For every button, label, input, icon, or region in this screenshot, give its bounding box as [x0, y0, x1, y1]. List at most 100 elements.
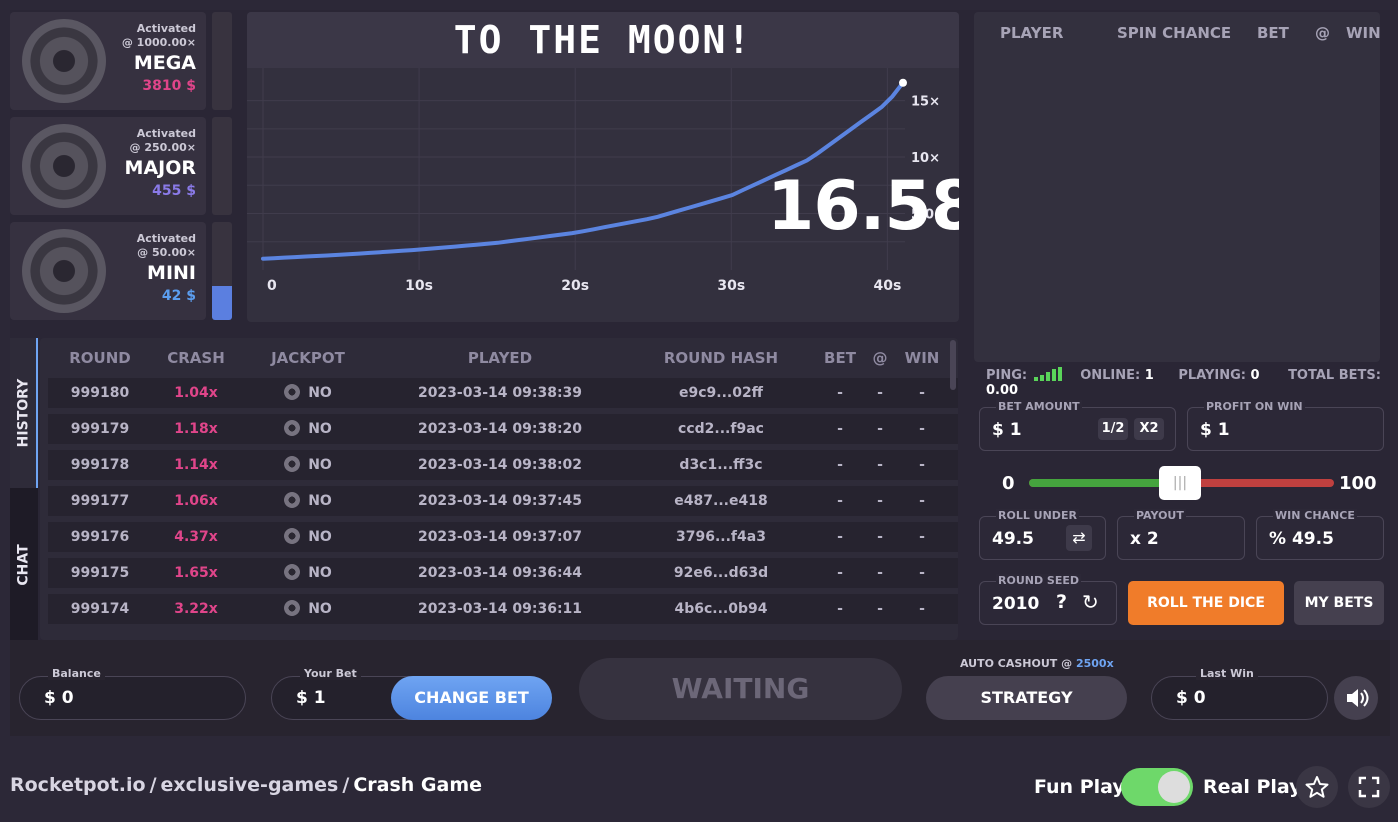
- jackpot-threshold: @ 1000.00×: [121, 36, 196, 49]
- jackpot-progress-bar: [212, 12, 232, 110]
- chart-x-tick: 40s: [873, 278, 901, 294]
- real-play-label[interactable]: Real Play: [1203, 776, 1302, 798]
- history-row[interactable]: 999175 1.65x NO 2023-03-14 09:36:44 92e6...d…: [48, 558, 958, 588]
- roll-slider-handle[interactable]: |||: [1158, 466, 1201, 500]
- roll-the-dice-button[interactable]: ROLL THE DICE: [1128, 581, 1284, 625]
- history-col-at: @: [872, 349, 888, 367]
- history-cell-hash: d3c1...ff3c: [679, 457, 763, 473]
- history-row[interactable]: 999179 1.18x NO 2023-03-14 09:38:20 ccd2...f…: [48, 414, 958, 444]
- win-chance-value: % 49.5: [1269, 529, 1334, 549]
- sound-toggle[interactable]: [1334, 676, 1378, 720]
- total-bets-value: 0.00: [986, 383, 1019, 398]
- jackpot-result: NO: [308, 529, 332, 545]
- history-cell-crash: 1.18x: [174, 421, 218, 437]
- half-bet-button[interactable]: 1/2: [1098, 418, 1128, 440]
- jackpot-wheel-icon: [22, 19, 106, 103]
- history-cell-jackpot: NO: [260, 558, 356, 588]
- history-cell-at: -: [877, 385, 883, 401]
- strategy-button[interactable]: STRATEGY: [926, 676, 1127, 720]
- history-cell-hash: ccd2...f9ac: [678, 421, 764, 437]
- history-row[interactable]: 999177 1.06x NO 2023-03-14 09:37:45 e487...e…: [48, 486, 958, 516]
- win-chance-label: WIN CHANCE: [1273, 509, 1357, 522]
- jackpot-mini: Activated @ 50.00× MINI 42 $: [10, 222, 206, 320]
- chart-x-tick: 10s: [405, 278, 433, 294]
- history-row[interactable]: 999176 4.37x NO 2023-03-14 09:37:07 3796...f…: [48, 522, 958, 552]
- total-bets-label: TOTAL BETS:: [1288, 368, 1381, 383]
- history-cell-played: 2023-03-14 09:37:45: [417, 493, 583, 509]
- history-col-played: PLAYED: [467, 349, 533, 367]
- history-col-round: ROUND: [69, 349, 131, 367]
- play-mode-toggle[interactable]: [1121, 768, 1193, 806]
- history-cell-win: -: [919, 529, 925, 545]
- jackpot-amount: 455 $: [152, 183, 196, 199]
- chart-y-tick: 10×: [911, 151, 940, 166]
- jackpot-result: NO: [308, 601, 332, 617]
- history-cell-hash: 3796...f4a3: [676, 529, 766, 545]
- your-bet-label: Your Bet: [300, 667, 361, 680]
- favorite-button[interactable]: [1296, 766, 1338, 808]
- history-col-crash: CRASH: [167, 349, 225, 367]
- star-icon: [1305, 776, 1329, 798]
- history-row[interactable]: 999180 1.04x NO 2023-03-14 09:38:39 e9c9...0…: [48, 378, 958, 408]
- history-cell-crash: 4.37x: [174, 529, 218, 545]
- your-bet-value: $ 1: [296, 688, 326, 708]
- profit-on-win-field[interactable]: PROFIT ON WIN $ 1: [1187, 400, 1384, 451]
- history-row[interactable]: 999178 1.14x NO 2023-03-14 09:38:02 d3c1...f…: [48, 450, 958, 480]
- last-win-value: $ 0: [1176, 688, 1206, 708]
- toggle-knob: [1158, 771, 1190, 803]
- bets-col-win: WIN: [1346, 24, 1381, 42]
- bet-amount-field[interactable]: BET AMOUNT $ 1 1/2 X2: [979, 400, 1176, 451]
- jackpot-wheel-icon: [22, 229, 106, 313]
- fullscreen-icon: [1358, 776, 1380, 798]
- swap-icon[interactable]: ⇄: [1066, 525, 1092, 551]
- jackpot-amount: 3810 $: [142, 78, 196, 94]
- history-row[interactable]: 999174 3.22x NO 2023-03-14 09:36:11 4b6c...0…: [48, 594, 958, 624]
- slider-min-label: 0: [1002, 473, 1015, 494]
- history-cell-round: 999179: [70, 421, 130, 437]
- history-cell-win: -: [919, 457, 925, 473]
- jackpot-coin-icon: [284, 420, 301, 436]
- history-cell-bet: -: [837, 529, 843, 545]
- double-bet-button[interactable]: X2: [1134, 418, 1164, 440]
- tab-history[interactable]: HISTORY: [10, 338, 38, 488]
- jackpot-result: NO: [308, 385, 332, 401]
- history-cell-played: 2023-03-14 09:38:02: [417, 457, 583, 473]
- refresh-icon[interactable]: ↻: [1082, 590, 1099, 614]
- online-label: ONLINE:: [1080, 368, 1141, 383]
- speaker-icon: [1347, 689, 1369, 707]
- seed-help-icon[interactable]: ?: [1056, 591, 1068, 613]
- roll-under-field[interactable]: ROLL UNDER 49.5 ⇄: [979, 509, 1106, 560]
- jackpot-name: MINI: [147, 262, 196, 284]
- my-bets-button[interactable]: MY BETS: [1294, 581, 1384, 625]
- bets-list: PLAYER SPIN CHANCE BET @ WIN: [974, 12, 1381, 362]
- history-cell-hash: 92e6...d63d: [673, 565, 769, 581]
- history-cell-hash: e9c9...02ff: [678, 385, 764, 401]
- chart-y-tick: 5.0×: [911, 208, 945, 223]
- breadcrumb-site[interactable]: Rocketpot.io: [10, 774, 146, 796]
- history-cell-jackpot: NO: [260, 414, 356, 444]
- fun-play-label[interactable]: Fun Play: [1034, 776, 1125, 798]
- history-scrollbar[interactable]: [950, 340, 956, 390]
- history-cell-at: -: [877, 493, 883, 509]
- fullscreen-button[interactable]: [1348, 766, 1390, 808]
- win-chance-field[interactable]: WIN CHANCE % 49.5: [1256, 509, 1384, 560]
- breadcrumb-section[interactable]: exclusive-games: [160, 774, 339, 796]
- jackpot-progress-fill: [212, 285, 232, 320]
- chart-x-tick: 0: [267, 278, 277, 294]
- crash-chart: TO THE MOON! 0 10s 20s 30s 40s 5.0× 10× 15× 16.…: [247, 12, 959, 322]
- round-seed-label: ROUND SEED: [996, 574, 1082, 587]
- history-cell-bet: -: [837, 565, 843, 581]
- change-bet-button[interactable]: CHANGE BET: [391, 676, 552, 720]
- history-cell-bet: -: [837, 493, 843, 509]
- tab-chat[interactable]: CHAT: [10, 490, 38, 640]
- jackpot-threshold: @ 250.00×: [129, 141, 197, 154]
- history-cell-jackpot: NO: [260, 378, 356, 408]
- history-cell-at: -: [877, 565, 883, 581]
- chart-plot: 0 10s 20s 30s 40s 5.0× 10× 15×: [247, 68, 945, 294]
- round-seed-field[interactable]: ROUND SEED 2010 ? ↻: [979, 574, 1117, 625]
- payout-field[interactable]: PAYOUT x 2: [1117, 509, 1245, 560]
- history-cell-crash: 1.65x: [174, 565, 218, 581]
- bets-col-player: PLAYER: [1000, 24, 1064, 42]
- jackpot-wheel-icon: [22, 124, 106, 208]
- history-cell-played: 2023-03-14 09:36:44: [417, 565, 583, 581]
